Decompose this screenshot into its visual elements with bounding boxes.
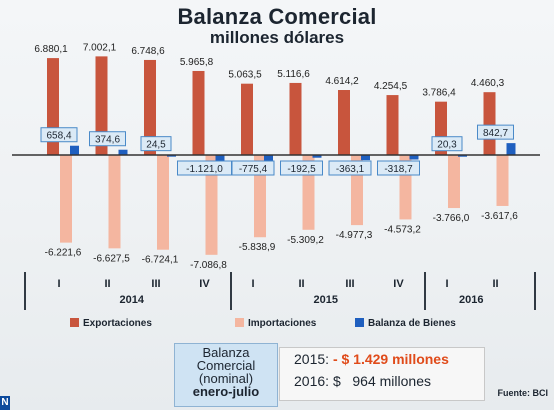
export-value-label: 4.614,2 — [325, 76, 359, 87]
import-value-label: -4.573,2 — [384, 224, 421, 235]
summary-year-2016: 2016: — [294, 373, 330, 389]
channel-logo: N — [0, 396, 10, 410]
import-value-label: -5.309,2 — [287, 235, 324, 246]
balance-bar — [312, 155, 322, 158]
export-value-label: 6.748,6 — [131, 46, 165, 57]
balance-value-box — [328, 160, 372, 176]
quarter-tick-label: III — [345, 278, 354, 290]
balance-value-label: -1.121,0 — [186, 164, 223, 175]
chart-subtitle: millones dólares — [209, 28, 345, 47]
legend-label: Exportaciones — [83, 318, 152, 329]
nominal-balance-box: Balanza Comercial (nominal) enero-julio — [174, 343, 278, 407]
import-bar — [254, 155, 266, 238]
balance-value-label: -192,5 — [287, 164, 316, 175]
info-line-2: Comercial — [196, 358, 256, 373]
export-value-label: 5.116,6 — [277, 69, 310, 80]
summary-value-2015: - $ 1.429 millones — [332, 351, 449, 367]
import-value-label: -6.627,5 — [93, 253, 130, 264]
balance-bar — [118, 149, 128, 155]
import-bar — [60, 155, 72, 243]
export-bar — [386, 95, 399, 155]
balance-bar — [70, 145, 79, 155]
balance-bar — [264, 155, 273, 166]
info-line-1: Balanza — [202, 345, 250, 360]
quarter-tick-label: II — [298, 278, 304, 290]
quarter-tick-label: II — [104, 278, 110, 290]
trade-balance-chart: 6.880,1 -6.221,6 658,4 7.002,1 -6.627,5 374,6… — [12, 42, 540, 329]
quarter-tick-label: I — [57, 278, 60, 290]
balance-value-label: -775,4 — [239, 164, 268, 175]
balance-summary: 2015: - $ 1.429 millones 2016: $ 964 mil… — [279, 347, 485, 401]
legend-label: Importaciones — [248, 318, 317, 329]
import-value-label: -5.838,9 — [239, 242, 276, 253]
export-value-label: 5.965,8 — [180, 57, 214, 68]
export-value-label: 4.254,5 — [374, 81, 408, 92]
export-bar — [95, 56, 108, 155]
year-label: 2016 — [459, 294, 483, 306]
import-value-label: -6.221,6 — [45, 248, 82, 259]
export-bar — [144, 59, 156, 155]
balance-value-label: 374,6 — [95, 135, 120, 146]
quarter-tick-label: II — [492, 278, 498, 290]
balance-value-label: 658,4 — [46, 131, 71, 142]
balance-value-box — [477, 124, 514, 140]
chart-title: Balanza Comercial — [177, 4, 377, 29]
balance-value-label: 20,3 — [437, 140, 457, 151]
import-bar — [157, 155, 169, 250]
source-note: Fuente: BCI — [497, 388, 549, 398]
info-line-3: (nominal) — [198, 371, 254, 386]
legend-swatch — [70, 318, 79, 327]
balance-value-box — [140, 136, 172, 152]
import-value-label: -6.724,1 — [142, 255, 179, 266]
import-value-label: -3.617,6 — [481, 211, 518, 222]
export-bar — [289, 82, 302, 155]
quarter-tick-label: III — [151, 278, 160, 290]
balance-bar — [506, 143, 516, 155]
import-bar — [205, 155, 218, 255]
import-value-label: -7.086,8 — [190, 260, 227, 271]
export-bar — [241, 83, 253, 155]
quarter-tick-label: I — [251, 278, 254, 290]
import-bar — [496, 155, 509, 206]
export-value-label: 6.880,1 — [34, 44, 68, 55]
info-line-4: enero-julio — [192, 384, 260, 399]
balance-value-box — [40, 127, 78, 143]
summary-row-2016: 2016: $ 964 millones — [294, 370, 484, 392]
summary-year-2015: 2015: — [294, 351, 330, 367]
summary-row-2015: 2015: - $ 1.429 millones — [294, 348, 484, 370]
balance-value-box — [377, 160, 420, 176]
export-bar — [192, 70, 205, 155]
export-value-label: 4.460,3 — [471, 78, 505, 89]
summary-value-2016: $ 964 millones — [332, 373, 431, 389]
balance-value-box — [280, 160, 323, 176]
export-bar — [483, 92, 496, 155]
legend-swatch — [235, 318, 244, 327]
quarter-tick-label: IV — [199, 278, 210, 290]
import-bar — [448, 155, 460, 209]
balance-value-box — [431, 136, 463, 152]
export-bar — [338, 90, 350, 155]
legend-swatch — [355, 318, 364, 327]
import-value-label: -4.977,3 — [336, 230, 373, 241]
year-label: 2014 — [120, 294, 145, 306]
balance-bar — [361, 155, 370, 161]
import-bar — [108, 155, 121, 249]
quarter-tick-label: IV — [393, 278, 404, 290]
import-value-label: -3.766,0 — [433, 213, 470, 224]
balance-value-label: -363,1 — [336, 164, 365, 175]
legend-label: Balanza de Bienes — [368, 318, 456, 329]
balance-value-label: 842,7 — [483, 128, 508, 139]
balance-value-box — [89, 131, 126, 147]
balance-bar — [409, 155, 419, 160]
quarter-tick-label: I — [445, 278, 448, 290]
export-value-label: 7.002,1 — [83, 42, 117, 53]
export-value-label: 3.786,4 — [422, 88, 456, 99]
year-label: 2015 — [314, 294, 338, 306]
balance-value-box — [231, 160, 275, 176]
export-value-label: 5.063,5 — [228, 70, 262, 81]
balance-value-label: 24,5 — [146, 140, 166, 151]
balance-value-label: -318,7 — [384, 164, 413, 175]
